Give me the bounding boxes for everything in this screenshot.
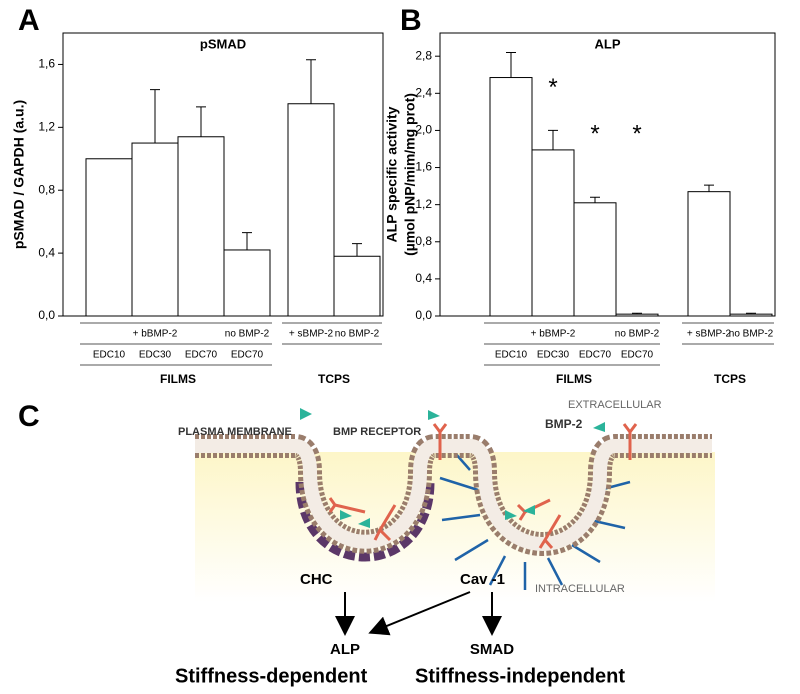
- bar: [687, 191, 731, 317]
- subgroup-label: + bBMP-2: [531, 329, 576, 340]
- error-bar: [746, 312, 756, 315]
- bmp2-ligand: [300, 408, 605, 528]
- x-tick-label: EDC70: [579, 350, 612, 361]
- label: PLASMA MEMBRANE: [178, 426, 292, 438]
- receptors: [328, 423, 638, 549]
- y-tick-label: 0,0: [38, 308, 55, 322]
- chart-title: pSMAD: [200, 36, 246, 51]
- significance-mark: *: [548, 74, 557, 101]
- bar: [489, 77, 533, 317]
- caveolin: [439, 444, 631, 590]
- subgroup-label: + sBMP-2: [289, 329, 334, 340]
- subgroup-label: no BMP-2: [335, 329, 380, 340]
- x-tick-label: EDC10: [495, 350, 528, 361]
- error-bar: [352, 243, 362, 257]
- label: Cav -1: [460, 571, 505, 588]
- x-tick-label: EDC70: [231, 350, 264, 361]
- significance-mark: *: [590, 120, 599, 147]
- label: EXTRACELLULAR: [568, 399, 662, 411]
- y-tick-label: 0,8: [38, 182, 55, 196]
- error-bar: [704, 184, 714, 192]
- y-tick-label: 0,8: [415, 234, 432, 248]
- group-label: TCPS: [714, 372, 746, 386]
- x-tick-label: EDC30: [139, 350, 172, 361]
- y-tick-label: 2,8: [415, 48, 432, 62]
- subgroup-label: + bBMP-2: [133, 329, 178, 340]
- x-tick-label: EDC70: [621, 350, 654, 361]
- panel-letter: C: [18, 400, 40, 433]
- label: BMP RECEPTOR: [333, 426, 421, 438]
- error-bar: [242, 232, 252, 250]
- clathrin-coat: [295, 481, 435, 562]
- panel-letter: A: [18, 4, 40, 37]
- subgroup-label: no BMP-2: [615, 329, 660, 340]
- error-bar: [590, 196, 600, 203]
- bar: [531, 149, 575, 317]
- bar: [333, 255, 381, 317]
- y-axis-label: (µmol pNP/mim/mg prot): [402, 93, 418, 256]
- bar: [131, 142, 179, 317]
- error-bar: [150, 89, 160, 144]
- diagram: PLASMA MEMBRANE BMP RECEPTOR EXTRACELLUL…: [175, 399, 715, 687]
- y-axis-label: ALP specific activity: [384, 106, 400, 242]
- error-bar: [632, 312, 642, 315]
- y-tick-label: 2,4: [415, 85, 432, 99]
- error-bar: [306, 59, 316, 104]
- bar: [85, 158, 133, 317]
- y-tick-label: 2,0: [415, 123, 432, 137]
- y-tick-label: 1,6: [415, 160, 432, 174]
- bar: [177, 136, 225, 317]
- bar: [615, 313, 659, 317]
- membrane-tails: [195, 439, 712, 551]
- label: ALP: [330, 641, 360, 658]
- label: INTRACELLULAR: [535, 583, 625, 595]
- x-tick-label: EDC70: [185, 350, 218, 361]
- subgroup-label: + sBMP-2: [687, 329, 732, 340]
- label: CHC: [300, 571, 333, 588]
- error-bar: [548, 129, 558, 150]
- subgroup-label: no BMP-2: [729, 329, 774, 340]
- label: Stiffness-dependent: [175, 665, 368, 687]
- y-tick-label: 0,4: [415, 271, 432, 285]
- arrow: [368, 591, 471, 636]
- cytoplasm: [195, 452, 715, 602]
- group-label: FILMS: [556, 372, 592, 386]
- error-bar: [506, 51, 516, 78]
- chart-title: ALP: [595, 36, 621, 51]
- x-tick-label: EDC10: [93, 350, 126, 361]
- y-tick-label: 1,2: [38, 120, 55, 134]
- y-tick-label: 1,6: [38, 57, 55, 71]
- y-tick-label: 0,4: [38, 245, 55, 259]
- x-tick-label: EDC30: [537, 350, 570, 361]
- y-tick-label: 1,2: [415, 197, 432, 211]
- significance-mark: *: [632, 120, 641, 147]
- subgroup-label: no BMP-2: [225, 329, 270, 340]
- group-label: FILMS: [160, 372, 196, 386]
- bar: [223, 249, 271, 317]
- y-axis-label: pSMAD / GAPDH (a.u.): [11, 100, 27, 249]
- bar: [729, 313, 773, 317]
- group-label: TCPS: [318, 372, 350, 386]
- y-tick-label: 0,0: [415, 308, 432, 322]
- label: SMAD: [470, 641, 514, 658]
- error-bar: [196, 106, 206, 137]
- bar: [573, 202, 617, 317]
- label: BMP-2: [545, 417, 583, 431]
- panel-letter: B: [400, 4, 422, 37]
- bar: [287, 103, 335, 317]
- label: Stiffness-independent: [415, 665, 625, 687]
